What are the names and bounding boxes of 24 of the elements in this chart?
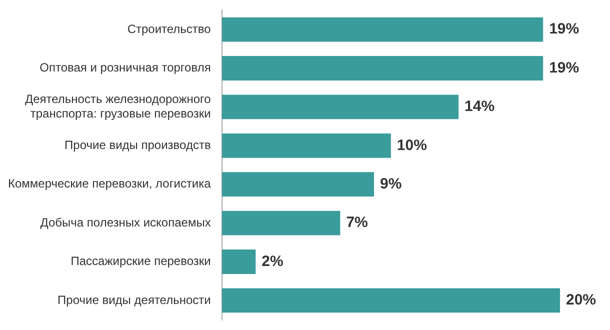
bar [222, 17, 544, 42]
data-label: 9% [380, 175, 402, 192]
data-label: 2% [262, 252, 284, 270]
y-tick-label: Строительство [127, 22, 212, 36]
y-tick-label: Прочие виды производств [64, 138, 211, 152]
bar [222, 172, 374, 197]
bar [222, 250, 256, 274]
y-tick-label: Добыча полезных ископаемых [40, 215, 211, 230]
data-label: 7% [346, 214, 368, 232]
bar [222, 94, 459, 120]
data-label: 10% [396, 136, 427, 154]
y-tick-label: Деятельность железнодорожного транспорта: грузовые перевозки [24, 92, 212, 120]
y-tick-label: Пассажирские перевозки [70, 254, 211, 268]
y-tick-label: Прочие виды деятельности [58, 292, 211, 307]
bar [222, 288, 560, 313]
bar [222, 210, 340, 236]
data-label: 19% [549, 59, 580, 76]
y-tick-label: Коммерческие перевозки, логистика [8, 176, 212, 191]
y-tick-label: Оптовая и розничная торговля [40, 60, 211, 75]
data-label: 20% [566, 292, 596, 309]
data-label: 14% [464, 98, 495, 116]
bar [222, 133, 391, 158]
data-label: 19% [549, 20, 580, 38]
bar [222, 56, 544, 80]
